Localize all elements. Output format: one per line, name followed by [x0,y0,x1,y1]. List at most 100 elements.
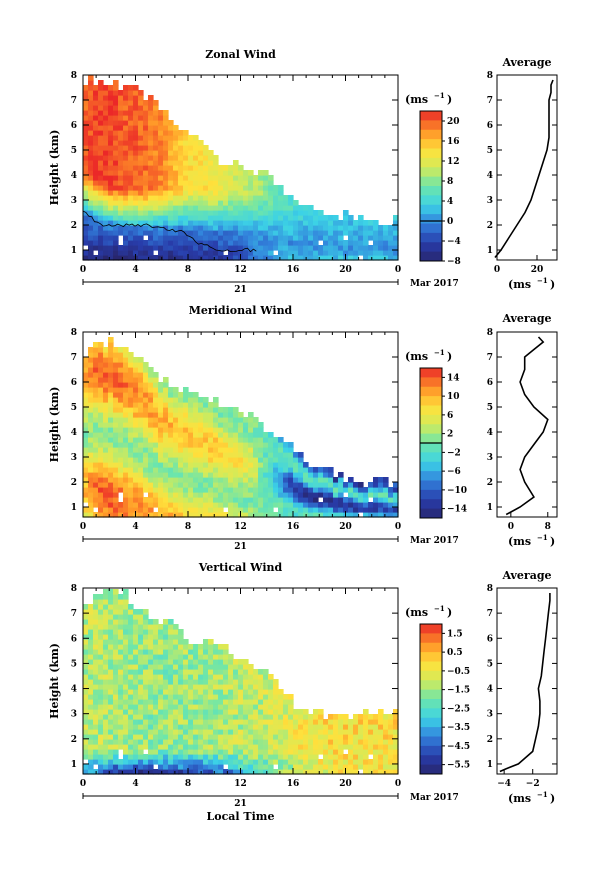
heatmap-cell [198,684,204,690]
heatmap-cell [193,417,199,423]
heatmap-cell [293,225,299,231]
heatmap-cell [198,659,204,665]
heatmap-cell [103,347,109,353]
heatmap-cell [248,190,254,196]
heatmap-cell [213,452,219,458]
heatmap-cell [188,502,194,508]
heatmap-cell [158,110,164,116]
heatmap-cell [98,245,104,251]
heatmap-cell [218,679,224,685]
heatmap-cell [253,477,259,483]
heatmap-cell [383,477,389,483]
heatmap-cell [88,769,94,775]
heatmap-cell [193,769,199,775]
heatmap-cell [288,754,294,760]
heatmap-cell [198,719,204,725]
heatmap-cell [253,724,259,730]
heatmap-cell [123,689,129,695]
heatmap-cell [268,744,274,750]
heatmap-cell [153,689,159,695]
heatmap-cell [133,180,139,186]
heatmap-cell [163,250,169,256]
heatmap-cell [253,417,259,423]
heatmap-cell [228,442,234,448]
heatmap-cell [188,452,194,458]
heatmap-cell [193,512,199,518]
heatmap-cell [143,502,149,508]
heatmap-cell [168,764,174,770]
heatmap-cell [168,160,174,166]
heatmap-cell [163,674,169,680]
heatmap-cell [153,669,159,675]
heatmap-cell [93,669,99,675]
heatmap-cell [118,175,124,181]
heatmap-cell [298,497,304,503]
heatmap-cell [303,719,309,725]
heatmap-cell [253,694,259,700]
heatmap-cell [138,210,144,216]
heatmap-cell [113,764,119,770]
profile-title: Average [501,569,551,582]
heatmap-cell [133,382,139,388]
heatmap-cell [293,230,299,236]
heatmap-cell [193,704,199,710]
heatmap-cell [93,195,99,201]
heatmap-cell [88,120,94,126]
heatmap-cell [193,200,199,206]
heatmap-cell [268,215,274,221]
heatmap-cell [143,769,149,775]
heatmap-cell [203,689,209,695]
heatmap-cell [243,749,249,755]
heatmap-cell [228,185,234,191]
heatmap-cell [158,125,164,131]
heatmap-cell [108,609,114,615]
heatmap-cell [268,250,274,256]
heatmap-cell [363,719,369,725]
heatmap-cell [323,250,329,256]
heatmap-cell [373,482,379,488]
heatmap-cell [253,230,259,236]
heatmap-cell [138,659,144,665]
heatmap-cell [128,255,134,261]
heatmap-cell [233,432,239,438]
heatmap-cell [138,437,144,443]
colorbar-tick-label: −10 [447,486,467,496]
heatmap-cell [383,487,389,493]
heatmap-cell [368,714,374,720]
heatmap-cell [203,180,209,186]
heatmap-cell [133,629,139,635]
heatmap-cell [238,412,244,418]
heatmap-cell [93,205,99,211]
heatmap-cell [118,614,124,620]
y-tick-label: 7 [71,353,77,363]
heatmap-cell [248,250,254,256]
heatmap-cell [213,407,219,413]
heatmap-cell [233,764,239,770]
heatmap-cell [108,180,114,186]
heatmap-cell [138,679,144,685]
heatmap-cell [123,417,129,423]
heatmap-cell [248,255,254,261]
heatmap-cell [193,739,199,745]
heatmap-cell [208,180,214,186]
heatmap-cell [148,120,154,126]
heatmap-cell [128,362,134,368]
heatmap-cell [83,180,89,186]
heatmap-cell [318,724,324,730]
heatmap-cell [358,719,364,725]
colorbar-band [420,736,442,747]
heatmap-cell [138,115,144,121]
heatmap-cell [208,175,214,181]
heatmap-cell [108,477,114,483]
heatmap-cell [153,492,159,498]
heatmap-cell [113,105,119,111]
heatmap-cell [178,230,184,236]
heatmap-cell [163,654,169,660]
heatmap-cell [333,230,339,236]
heatmap-cell [118,367,124,373]
heatmap-cell [388,719,394,725]
heatmap-cell [163,392,169,398]
colorbar-tick-label: 8 [447,177,453,187]
heatmap-cell [298,457,304,463]
heatmap-cell [143,185,149,191]
